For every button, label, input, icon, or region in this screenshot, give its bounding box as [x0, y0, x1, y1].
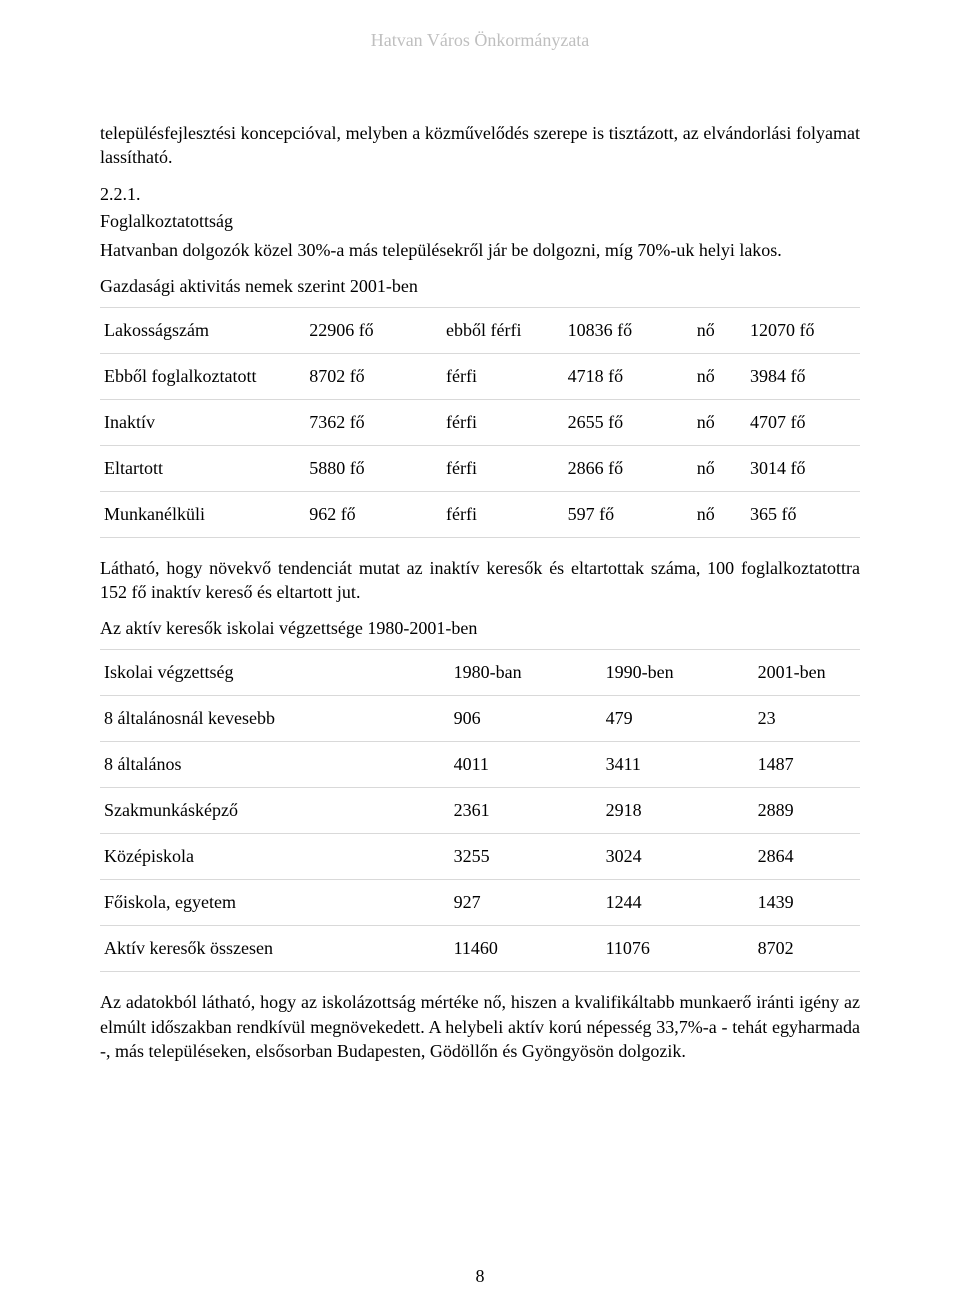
cell-sex: nő: [693, 445, 746, 491]
cell-y3: 8702: [754, 926, 860, 972]
cell-label: Inaktív: [100, 399, 305, 445]
cell-total: 5880 fő: [305, 445, 442, 491]
cell-male: 2866 fő: [564, 445, 693, 491]
table-row: Középiskola 3255 3024 2864: [100, 834, 860, 880]
table-row: Aktív keresők összesen 11460 11076 8702: [100, 926, 860, 972]
cell-y3: 2864: [754, 834, 860, 880]
cell-y2: 479: [602, 696, 754, 742]
header-y3: 2001-ben: [754, 650, 860, 696]
table1-caption: Gazdasági aktivitás nemek szerint 2001-b…: [100, 276, 860, 297]
table-header-row: Iskolai végzettség 1980-ban 1990-ben 200…: [100, 650, 860, 696]
table-row: Munkanélküli 962 fő férfi 597 fő nő 365 …: [100, 491, 860, 537]
table-row: Ebből foglalkoztatott 8702 fő férfi 4718…: [100, 353, 860, 399]
table-row: Inaktív 7362 fő férfi 2655 fő nő 4707 fő: [100, 399, 860, 445]
cell-y2: 3411: [602, 742, 754, 788]
cell-y1: 11460: [450, 926, 602, 972]
cell-y1: 2361: [450, 788, 602, 834]
cell-male: 4718 fő: [564, 353, 693, 399]
cell-label: Szakmunkásképző: [100, 788, 450, 834]
cell-sex: nő: [693, 491, 746, 537]
page-header: Hatvan Város Önkormányzata: [100, 30, 860, 51]
activity-table: Lakosságszám 22906 fő ebből férfi 10836 …: [100, 307, 860, 538]
cell-y2: 11076: [602, 926, 754, 972]
header-y2: 1990-ben: [602, 650, 754, 696]
employment-paragraph: Hatvanban dolgozók közel 30%-a más telep…: [100, 238, 860, 262]
table-row: Szakmunkásképző 2361 2918 2889: [100, 788, 860, 834]
cell-y1: 927: [450, 880, 602, 926]
cell-y1: 3255: [450, 834, 602, 880]
page-number: 8: [0, 1266, 960, 1287]
cell-total: 7362 fő: [305, 399, 442, 445]
cell-label: Középiskola: [100, 834, 450, 880]
table-row: 8 általános 4011 3411 1487: [100, 742, 860, 788]
cell-y3: 23: [754, 696, 860, 742]
cell-total: 962 fő: [305, 491, 442, 537]
cell-sex: nő: [693, 399, 746, 445]
cell-total: 22906 fő: [305, 307, 442, 353]
cell-female: 4707 fő: [746, 399, 860, 445]
section-number: 2.2.1.: [100, 184, 860, 205]
section-title: Foglalkoztatottság: [100, 211, 860, 232]
cell-male: 2655 fő: [564, 399, 693, 445]
cell-label: Aktív keresők összesen: [100, 926, 450, 972]
cell-male: 10836 fő: [564, 307, 693, 353]
table-row: 8 általánosnál kevesebb 906 479 23: [100, 696, 860, 742]
table-row: Főiskola, egyetem 927 1244 1439: [100, 880, 860, 926]
cell-label: Eltartott: [100, 445, 305, 491]
cell-y3: 1439: [754, 880, 860, 926]
header-label: Iskolai végzettség: [100, 650, 450, 696]
cell-y2: 2918: [602, 788, 754, 834]
cell-male-label: férfi: [442, 353, 564, 399]
header-y1: 1980-ban: [450, 650, 602, 696]
cell-female: 3014 fő: [746, 445, 860, 491]
after-table1-paragraph: Látható, hogy növekvő tendenciát mutat a…: [100, 556, 860, 605]
cell-y2: 1244: [602, 880, 754, 926]
table-row: Eltartott 5880 fő férfi 2866 fő nő 3014 …: [100, 445, 860, 491]
cell-sex: nő: [693, 307, 746, 353]
cell-y1: 906: [450, 696, 602, 742]
cell-male-label: férfi: [442, 445, 564, 491]
closing-paragraph: Az adatokból látható, hogy az iskolázott…: [100, 990, 860, 1063]
table-row: Lakosságszám 22906 fő ebből férfi 10836 …: [100, 307, 860, 353]
cell-label: Ebből foglalkoztatott: [100, 353, 305, 399]
education-table: Iskolai végzettség 1980-ban 1990-ben 200…: [100, 649, 860, 972]
cell-y3: 2889: [754, 788, 860, 834]
intro-paragraph: településfejlesztési koncepcióval, melyb…: [100, 121, 860, 170]
cell-male: 597 fő: [564, 491, 693, 537]
cell-female: 3984 fő: [746, 353, 860, 399]
cell-y1: 4011: [450, 742, 602, 788]
cell-male-label: férfi: [442, 491, 564, 537]
cell-total: 8702 fő: [305, 353, 442, 399]
cell-male-label: férfi: [442, 399, 564, 445]
page: Hatvan Város Önkormányzata településfejl…: [0, 0, 960, 1309]
cell-female: 12070 fő: [746, 307, 860, 353]
cell-sex: nő: [693, 353, 746, 399]
cell-y2: 3024: [602, 834, 754, 880]
cell-label: 8 általánosnál kevesebb: [100, 696, 450, 742]
cell-female: 365 fő: [746, 491, 860, 537]
cell-label: 8 általános: [100, 742, 450, 788]
table2-caption: Az aktív keresők iskolai végzettsége 198…: [100, 618, 860, 639]
cell-label: Főiskola, egyetem: [100, 880, 450, 926]
cell-label: Lakosságszám: [100, 307, 305, 353]
cell-male-label: ebből férfi: [442, 307, 564, 353]
cell-label: Munkanélküli: [100, 491, 305, 537]
cell-y3: 1487: [754, 742, 860, 788]
